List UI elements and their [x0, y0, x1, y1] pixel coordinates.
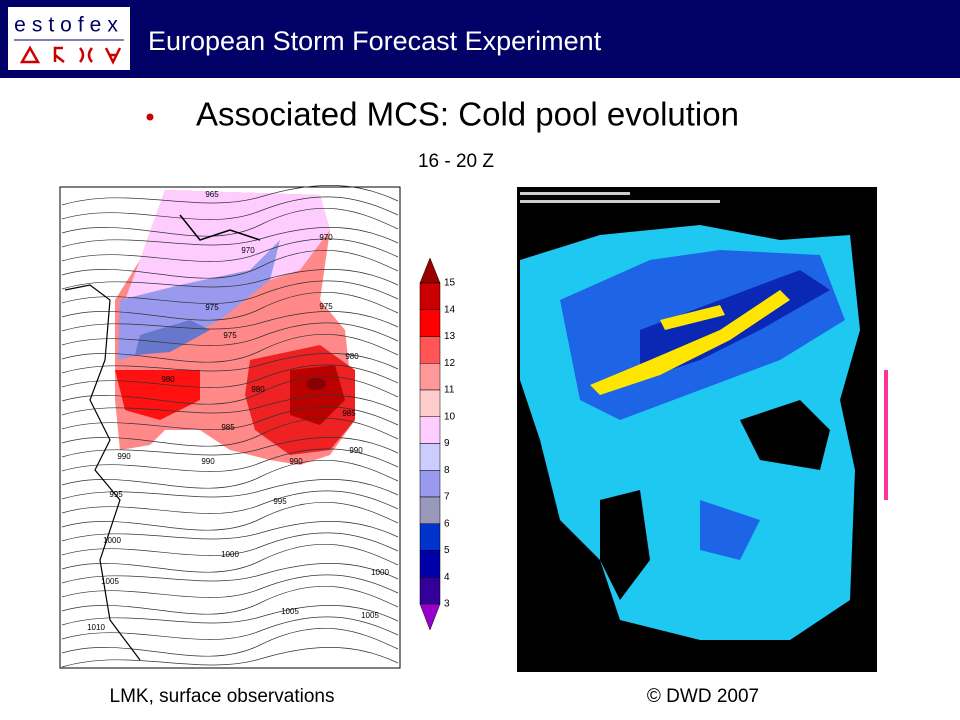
colorbar-band	[419, 336, 441, 364]
colorbar-label: 14	[444, 304, 456, 315]
colorbar-band	[419, 470, 441, 498]
isobar	[61, 490, 399, 514]
colorbar-band	[419, 443, 441, 471]
isobar	[61, 562, 399, 584]
contour-label: 1000	[221, 550, 239, 559]
isobar	[61, 532, 399, 556]
colorbar-label: 12	[444, 358, 456, 369]
header-bar	[0, 0, 960, 78]
colorbar-label: 6	[444, 518, 450, 529]
colorbar-band	[419, 389, 441, 417]
isobar	[61, 394, 399, 416]
isobar	[61, 196, 399, 220]
isobar	[61, 352, 399, 374]
colorbar-band	[419, 550, 441, 578]
isobar	[61, 333, 399, 363]
contour-label: 980	[345, 352, 359, 361]
colorbar-label: 9	[444, 438, 450, 449]
isobar	[61, 226, 399, 248]
isobar	[61, 417, 399, 447]
contour-label: 970	[241, 246, 255, 255]
colorbar-band	[419, 577, 441, 605]
contour-label: 975	[319, 302, 333, 311]
colorbar-label: 13	[444, 331, 456, 342]
contour-label: 990	[349, 446, 363, 455]
isobar	[61, 207, 399, 237]
isobar	[61, 280, 399, 304]
contour-label: 1000	[103, 536, 121, 545]
isobar	[61, 574, 399, 598]
isobar	[61, 268, 399, 290]
time-label: 16 - 20 Z	[418, 151, 494, 172]
isobar	[61, 375, 399, 405]
isobar	[61, 310, 399, 332]
colorbar-band	[419, 309, 441, 337]
isobar	[61, 520, 399, 542]
contour-label: 995	[273, 497, 287, 506]
isobar	[61, 291, 399, 321]
left-map	[59, 184, 401, 669]
colorbar-band	[419, 282, 441, 310]
isobar	[61, 585, 399, 615]
isobar	[61, 448, 399, 472]
isobar	[61, 501, 399, 531]
contour-label: 990	[201, 457, 215, 466]
isobar	[61, 459, 399, 489]
colorbar-arrow-bottom	[419, 603, 441, 631]
contour-label: 975	[223, 331, 237, 340]
contour-label: 970	[319, 233, 333, 242]
right-caption: © DWD 2007	[647, 686, 759, 707]
isobar	[61, 406, 399, 430]
isobar	[61, 627, 399, 657]
contour-label: 985	[221, 423, 235, 432]
left-caption: LMK, surface observations	[110, 686, 335, 707]
logo-box	[8, 7, 130, 70]
contour-label: 980	[161, 375, 175, 384]
contour-label: 1005	[361, 611, 379, 620]
colorbar-label: 15	[444, 278, 456, 289]
logo-symbols	[19, 45, 122, 65]
isobar	[61, 543, 399, 573]
isobar	[61, 616, 399, 640]
isobar	[61, 604, 399, 626]
colorbar-label: 5	[444, 545, 450, 556]
isobar	[61, 249, 399, 279]
contour-label: 1005	[101, 577, 119, 586]
colorbar-label: 7	[444, 492, 450, 503]
contour-label: 985	[342, 409, 356, 418]
header-title: European Storm Forecast Experiment	[148, 26, 602, 56]
colorbar-band	[419, 416, 441, 444]
colorbar-label: 11	[444, 385, 455, 396]
isobar	[61, 238, 399, 262]
contour-label: 1010	[87, 623, 105, 632]
contour-label: 975	[205, 303, 219, 312]
bullet-text: Associated MCS: Cold pool evolution	[196, 96, 739, 133]
contour-label: 990	[289, 457, 303, 466]
isobar	[61, 436, 399, 458]
contour-label: 965	[205, 190, 219, 199]
contour-label: 1005	[281, 607, 299, 616]
isobar	[61, 646, 399, 668]
colorbar-arrow-top	[419, 257, 441, 284]
contour-label: 995	[109, 490, 123, 499]
colorbar-label: 10	[444, 411, 456, 422]
contour-label: 980	[251, 385, 265, 394]
isobar	[61, 478, 399, 500]
right-map	[517, 187, 900, 672]
colorbar-label: 4	[444, 572, 450, 583]
isobar	[61, 364, 399, 388]
isobar	[61, 322, 399, 346]
colorbar: 15 14 13 12 11 10 9 8 7 6 5 4 3	[419, 257, 456, 631]
colorbar-band	[419, 523, 441, 551]
contour-label: 990	[117, 452, 131, 461]
colorbar-label: 8	[444, 465, 450, 476]
colorbar-band	[419, 363, 441, 391]
colorbar-band	[419, 496, 441, 524]
bullet-dot	[146, 113, 154, 121]
isobar	[61, 184, 399, 206]
contour-label: 1000	[371, 568, 389, 577]
logo-text: estofex	[14, 14, 124, 37]
colorbar-label: 3	[444, 599, 450, 610]
